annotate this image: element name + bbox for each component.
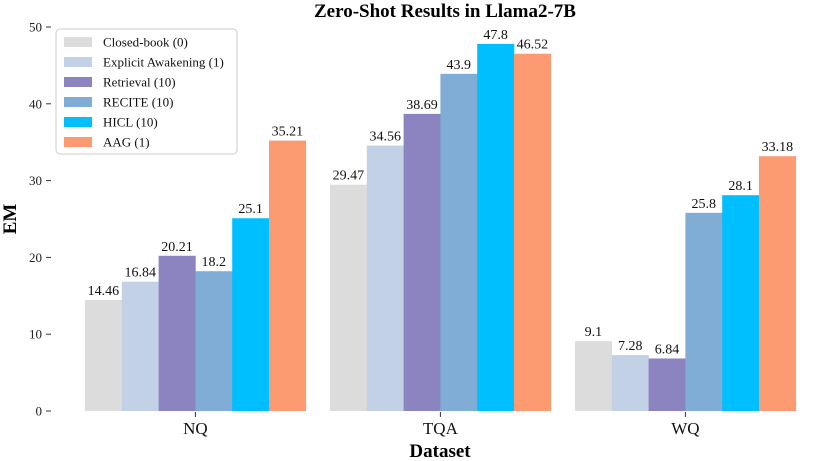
legend-swatch [64,57,92,67]
bar [477,43,515,412]
data-label: 43.9 [447,58,472,73]
data-label: 47.8 [483,28,508,43]
legend-swatch [64,137,92,147]
y-axis-ticks: 0 10 20 30 40 50 [29,20,51,419]
y-tick-label: 0 [36,404,43,419]
bar [195,271,233,411]
y-tick-label: 10 [29,327,42,342]
legend-swatch [64,77,92,87]
x-tick-label: TQA [423,419,459,438]
legend-swatch [64,97,92,107]
x-axis-label: Dataset [409,441,471,461]
x-axis-ticks: NQ TQA WQ [183,412,700,438]
legend-swatch [64,117,92,127]
data-label: 35.21 [272,125,304,140]
data-label: 6.84 [655,342,680,357]
y-tick-label: 50 [29,20,42,35]
legend-label: Explicit Awakening (1) [103,55,224,70]
bar [611,355,649,411]
bar [403,113,441,411]
bar [685,212,723,411]
y-tick-label: 40 [29,96,42,111]
bar [722,195,760,411]
bar [440,73,478,412]
data-label: 20.21 [161,240,193,255]
legend-label: HICL (10) [103,115,158,130]
bar [330,184,368,411]
y-axis-label: EM [0,204,21,235]
bars-group [85,43,797,412]
bar [232,218,270,411]
legend-frame [55,28,238,155]
bar [759,156,797,411]
data-label: 33.18 [762,140,794,155]
bar [575,341,613,411]
bar [366,145,404,411]
legend-label: AAG (1) [103,135,150,150]
chart-title: Zero-Shot Results in Llama2-7B [314,1,576,22]
legend-label: Retrieval (10) [103,75,176,90]
data-label: 25.1 [238,202,263,217]
x-tick-label: NQ [183,419,208,438]
data-label: 28.1 [728,179,753,194]
data-label: 18.2 [202,255,227,270]
bar [158,255,196,411]
legend-label: Closed-book (0) [103,35,188,50]
data-label: 14.46 [88,284,120,299]
legend: Closed-book (0) Explicit Awakening (1) Ret… [55,28,238,155]
data-label: 34.56 [369,130,401,145]
data-labels-group: 14.46 29.47 9.1 16.84 34.56 7.28 20.21 38.69 6.8… [88,28,794,358]
bar [121,281,159,411]
y-tick-label: 20 [29,250,42,265]
x-tick-label: WQ [671,419,699,438]
legend-swatch [64,37,92,47]
bar [514,53,552,411]
data-label: 9.1 [585,325,603,340]
data-label: 7.28 [618,339,643,354]
data-label: 38.69 [406,98,438,113]
data-label: 25.8 [692,197,717,212]
legend-label: RECITE (10) [103,95,173,110]
data-label: 46.52 [517,38,549,53]
bar [85,299,123,411]
data-label: 29.47 [333,169,365,184]
y-tick-label: 30 [29,173,42,188]
bar [269,140,307,411]
data-label: 16.84 [124,266,156,281]
bar [648,358,686,411]
